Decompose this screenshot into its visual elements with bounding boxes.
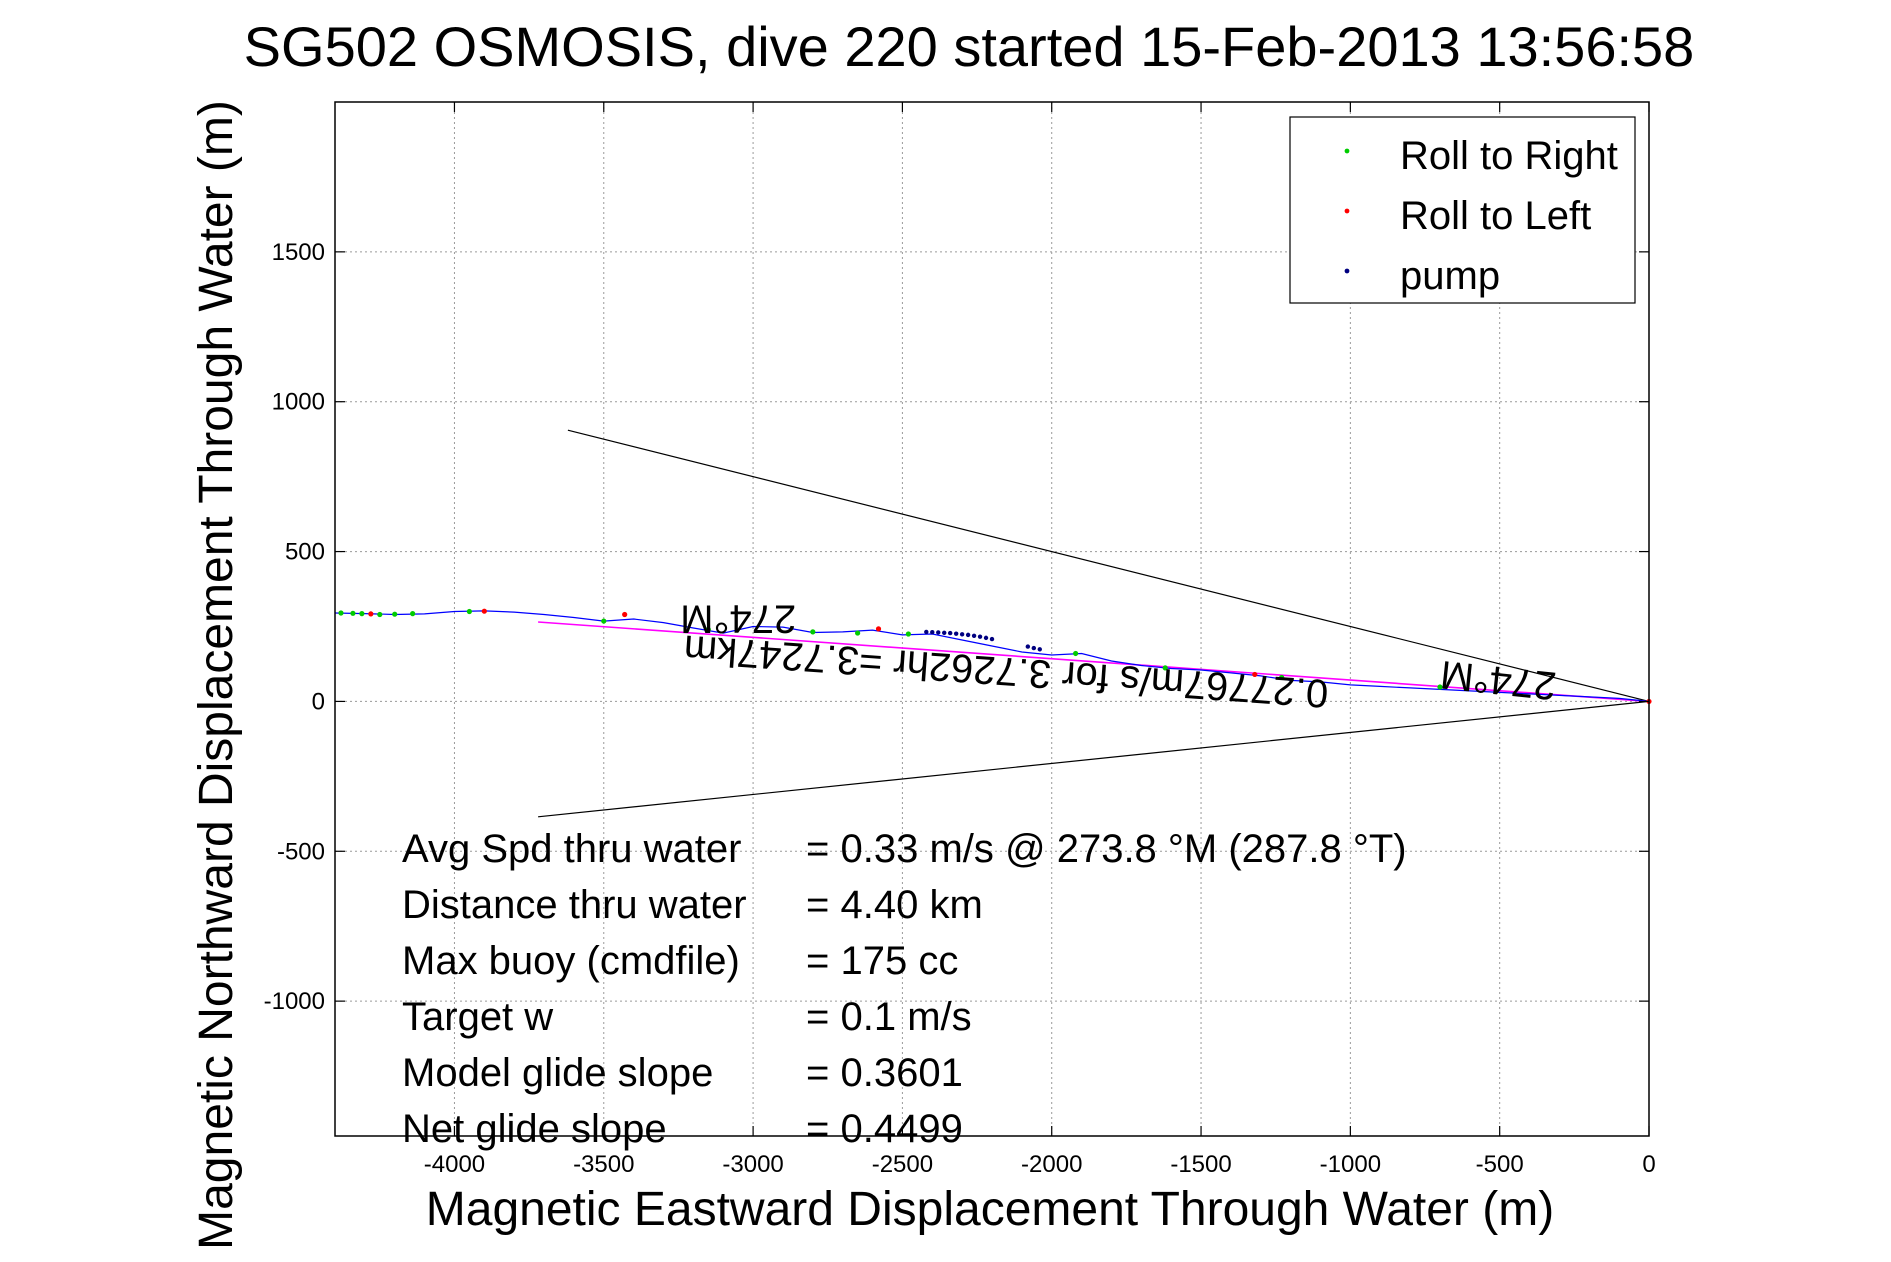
pump-point <box>977 634 983 639</box>
legend-label: Roll to Left <box>1400 194 1591 238</box>
y-tick-label: -1000 <box>264 988 325 1015</box>
stat-label: Model glide slope <box>402 1051 713 1095</box>
y-axis-label: Magnetic Northward Displacement Through … <box>190 100 243 1250</box>
roll-right-point <box>392 611 398 617</box>
pump-point <box>971 633 977 638</box>
pump-point <box>989 636 995 642</box>
legend-marker <box>1344 268 1350 274</box>
x-tick-label: -1500 <box>1170 1151 1231 1178</box>
stat-value: = 4.40 km <box>806 883 983 927</box>
wedge-line-lower <box>538 700 1650 818</box>
roll-right-point <box>377 611 383 618</box>
roll-right-point <box>1437 684 1443 690</box>
x-axis-label: Magnetic Eastward Displacement Through W… <box>426 1183 1554 1236</box>
roll-left-point <box>368 611 374 617</box>
pump-point <box>953 631 959 636</box>
pump-point <box>965 632 971 638</box>
chart-title: SG502 OSMOSIS, dive 220 started 15-Feb-2… <box>244 15 1695 78</box>
plot-frame <box>334 101 1650 1137</box>
pump-point <box>936 630 941 635</box>
y-tick-label: 500 <box>285 539 325 566</box>
y-tick-label: 0 <box>312 688 325 715</box>
pump-point <box>959 632 965 637</box>
pump-point <box>942 630 947 635</box>
roll-right-point <box>466 608 472 615</box>
y-tick-label: 1500 <box>272 239 325 266</box>
roll-right-point <box>350 610 356 616</box>
roll-right-point <box>705 626 711 633</box>
x-tick-label: -2500 <box>872 1151 933 1178</box>
track-line <box>334 610 1650 702</box>
stats-block: Avg Spd thru water = 0.33 m/s @ 273.8 °M … <box>402 827 1407 1151</box>
stat-value: = 0.33 m/s @ 273.8 °M (287.8 °T) <box>806 827 1407 871</box>
ticks: -4000 -3500 -3000 -2500 -2000 -1500 -1000 -500 0… <box>264 102 1656 1178</box>
roll-right-point <box>855 630 861 636</box>
x-tick-label: 0 <box>1642 1151 1655 1178</box>
stat-label: Avg Spd thru water <box>402 827 741 871</box>
pump-point <box>1037 647 1042 652</box>
legend-marker <box>1344 208 1350 214</box>
stat-value: = 175 cc <box>806 939 958 983</box>
x-tick-label: -4000 <box>424 1151 485 1178</box>
roll-left-point <box>1252 671 1258 678</box>
stat-value: = 0.1 m/s <box>806 995 972 1039</box>
legend-marker <box>1344 148 1350 154</box>
legend-label: pump <box>1400 254 1500 298</box>
direction-annotation: 274°M <box>680 597 796 641</box>
pump-point <box>1031 645 1037 651</box>
roll-right-point <box>338 610 344 616</box>
pump-point <box>930 629 935 635</box>
roll-right-point <box>410 611 416 617</box>
x-tick-label: -3000 <box>722 1151 783 1178</box>
y-tick-label: 1000 <box>272 389 325 416</box>
pump-point <box>1025 644 1031 649</box>
legend-label: Roll to Right <box>1400 134 1618 178</box>
x-tick-label: -1000 <box>1320 1151 1381 1178</box>
x-tick-label: -500 <box>1476 1151 1524 1178</box>
roll-right-point <box>359 611 365 617</box>
roll-right-point <box>1162 665 1168 671</box>
pump-point <box>924 629 929 635</box>
roll-right-point <box>601 618 607 624</box>
wedge-line-upper <box>567 429 1650 702</box>
roll-left-point <box>481 608 487 614</box>
stat-label: Max buoy (cmdfile) <box>402 939 740 983</box>
roll-left-point <box>875 626 882 632</box>
y-tick-label: -500 <box>277 838 325 865</box>
stat-value: = 0.4499 <box>806 1107 963 1151</box>
stat-label: Net glide slope <box>402 1107 667 1151</box>
legend: Roll to Right Roll to Left pump <box>1289 116 1636 304</box>
x-tick-label: -2000 <box>1021 1151 1082 1178</box>
pump-point <box>947 630 953 636</box>
plot-content <box>334 429 1652 818</box>
x-tick-label: -3500 <box>573 1151 634 1178</box>
roll-right-point <box>905 631 911 637</box>
roll-right-point <box>810 629 816 635</box>
roll-left-point <box>622 611 628 618</box>
roll-right-point <box>1073 650 1079 657</box>
stat-label: Target w <box>402 995 553 1039</box>
pump-point <box>983 635 989 641</box>
stat-label: Distance thru water <box>402 883 747 927</box>
roll-right-point <box>1279 674 1285 681</box>
course-line <box>538 621 1650 703</box>
stat-value: = 0.3601 <box>806 1051 963 1095</box>
